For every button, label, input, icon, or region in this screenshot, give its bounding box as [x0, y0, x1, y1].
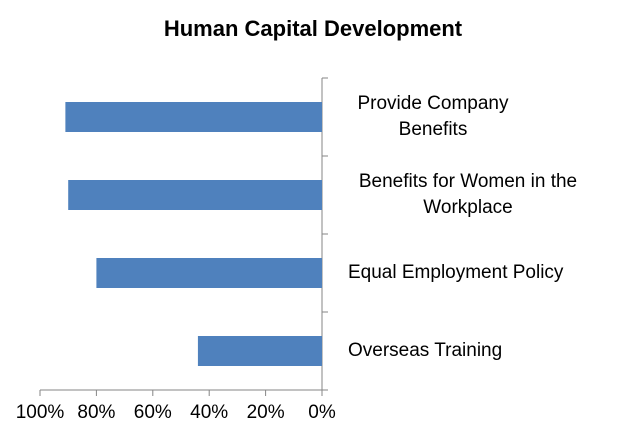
- chart-title: Human Capital Development: [164, 16, 463, 41]
- x-tick-label: 80%: [77, 402, 115, 423]
- x-tick-label: 20%: [247, 402, 285, 423]
- bar: [96, 258, 323, 288]
- bar: [197, 336, 322, 366]
- bar: [65, 102, 322, 132]
- x-tick-label: 40%: [190, 402, 228, 423]
- category-label: Overseas Training: [348, 340, 503, 361]
- category-label: Provide Company Benefits: [357, 93, 509, 140]
- category-label: Benefits for Women in the Workplace: [358, 171, 578, 218]
- x-tick-label: 60%: [134, 402, 172, 423]
- x-tick-label: 0%: [308, 402, 336, 423]
- category-label: Equal Employment Policy: [348, 262, 564, 283]
- bar: [68, 180, 322, 210]
- x-tick-label: 100%: [16, 402, 65, 423]
